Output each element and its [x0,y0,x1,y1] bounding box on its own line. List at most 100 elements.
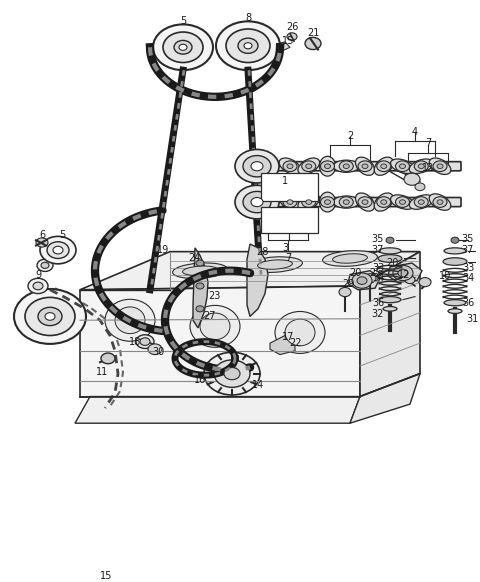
Circle shape [28,278,48,293]
Circle shape [433,161,447,172]
Circle shape [386,237,394,243]
Ellipse shape [383,307,397,311]
Circle shape [226,29,270,62]
Ellipse shape [378,255,402,262]
Circle shape [405,276,415,283]
Ellipse shape [275,311,325,353]
Circle shape [415,183,425,191]
Ellipse shape [320,192,336,212]
Circle shape [302,161,316,172]
Polygon shape [348,271,380,290]
Circle shape [179,44,187,50]
Circle shape [418,164,424,169]
Text: 7: 7 [285,253,291,262]
Text: 33: 33 [462,264,474,274]
Circle shape [136,335,154,349]
Circle shape [377,197,391,207]
Text: 20: 20 [386,258,398,268]
Circle shape [396,161,409,172]
Text: 22: 22 [289,338,301,348]
Text: 9: 9 [35,269,41,279]
Circle shape [364,274,376,283]
Circle shape [399,164,406,169]
Ellipse shape [409,195,433,210]
Ellipse shape [409,159,433,173]
Circle shape [251,197,263,207]
Ellipse shape [279,158,301,175]
Text: 23: 23 [208,291,220,301]
Circle shape [419,278,431,287]
Text: 3: 3 [282,243,288,253]
Text: 31: 31 [466,314,478,324]
FancyBboxPatch shape [254,197,461,207]
Ellipse shape [356,157,374,175]
Ellipse shape [279,194,301,210]
Ellipse shape [374,193,393,211]
Circle shape [243,155,271,177]
Polygon shape [75,396,360,423]
Ellipse shape [190,306,240,347]
Text: 8: 8 [245,13,251,23]
Circle shape [148,344,162,354]
Text: 4: 4 [412,127,418,137]
Circle shape [404,173,420,185]
Circle shape [243,191,271,213]
Text: 2: 2 [347,131,353,141]
Circle shape [306,164,312,169]
Circle shape [33,282,43,290]
Circle shape [398,269,408,277]
Circle shape [214,360,250,388]
Text: 34: 34 [372,274,384,283]
Circle shape [238,38,258,54]
Circle shape [437,164,443,169]
Circle shape [358,161,372,172]
Ellipse shape [320,157,336,176]
Text: 27: 27 [204,311,216,321]
Circle shape [196,283,204,289]
Circle shape [37,259,53,271]
Circle shape [381,200,387,204]
Circle shape [196,306,204,312]
Circle shape [418,200,424,204]
Text: 35: 35 [372,233,384,244]
Text: 17: 17 [282,332,294,342]
Circle shape [287,164,293,169]
Ellipse shape [333,160,359,172]
Ellipse shape [115,307,145,333]
Polygon shape [270,335,295,354]
Ellipse shape [444,248,466,254]
Circle shape [251,162,263,171]
Circle shape [352,273,372,288]
Text: 19: 19 [157,245,169,255]
Ellipse shape [379,248,401,254]
Ellipse shape [374,157,393,175]
Text: 13: 13 [422,163,434,173]
Circle shape [224,368,240,379]
Circle shape [451,237,459,243]
Ellipse shape [200,313,230,340]
Ellipse shape [444,300,466,306]
Circle shape [324,164,331,169]
Ellipse shape [448,309,462,313]
Circle shape [381,164,387,169]
Text: 5: 5 [59,230,65,240]
Circle shape [306,200,312,204]
Text: 33: 33 [372,264,384,274]
Text: 15: 15 [282,36,294,46]
Ellipse shape [323,251,377,267]
Ellipse shape [173,263,228,279]
Text: 26: 26 [286,22,298,31]
Ellipse shape [391,195,414,210]
Ellipse shape [105,299,155,341]
Circle shape [437,200,443,204]
Text: 5: 5 [180,16,186,26]
Text: 28: 28 [256,247,268,257]
Ellipse shape [298,158,320,175]
Circle shape [339,288,351,297]
Circle shape [53,246,63,254]
Polygon shape [350,374,420,423]
Ellipse shape [429,158,451,175]
Circle shape [196,260,204,266]
Circle shape [14,289,86,344]
Polygon shape [247,244,268,317]
